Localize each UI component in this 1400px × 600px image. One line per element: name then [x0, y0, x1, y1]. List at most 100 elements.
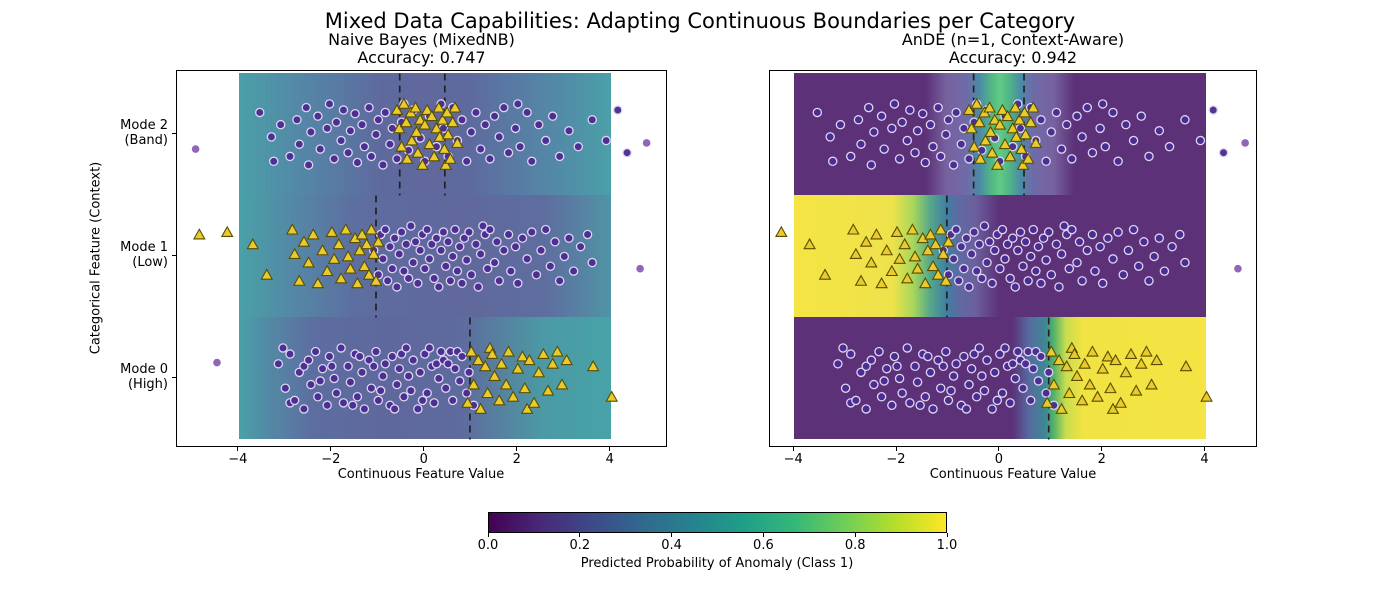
- anomaly-point: [846, 223, 860, 235]
- normal-point: [989, 245, 1000, 256]
- normal-point: [1041, 255, 1051, 265]
- normal-point: [389, 404, 400, 414]
- normal-point: [394, 249, 405, 259]
- anomaly-point: [358, 259, 371, 272]
- normal-point: [506, 266, 516, 276]
- normal-point: [982, 257, 992, 268]
- normal-point: [969, 227, 979, 237]
- normal-point: [373, 395, 384, 406]
- normal-point: [920, 157, 931, 168]
- normal-point: [1067, 154, 1077, 164]
- anomaly-point: [1104, 381, 1117, 394]
- normal-point: [866, 160, 877, 170]
- normal-point: [1043, 227, 1054, 237]
- normal-point: [961, 233, 972, 243]
- normal-point: [897, 117, 907, 127]
- anomaly-point: [260, 268, 274, 280]
- normal-point: [434, 373, 444, 384]
- normal-point: [255, 107, 265, 118]
- anomaly-point: [849, 247, 863, 259]
- normal-point: [1082, 102, 1093, 113]
- normal-point: [313, 111, 323, 121]
- normal-point: [554, 276, 565, 286]
- normal-point: [415, 245, 425, 256]
- normal-point: [881, 363, 892, 374]
- x-tick-mark: [998, 447, 1000, 451]
- anomaly-point: [390, 103, 404, 115]
- normal-point: [438, 227, 449, 237]
- anomaly-point: [418, 118, 432, 130]
- normal-point: [1113, 227, 1123, 237]
- normal-point: [966, 363, 977, 374]
- x-tick-label: −2: [321, 452, 341, 467]
- normal-point: [454, 376, 465, 386]
- anomaly-point: [875, 276, 888, 289]
- anomaly-point: [859, 235, 873, 247]
- anomaly-point: [890, 225, 904, 237]
- normal-point: [1121, 119, 1131, 130]
- anomaly-point: [1075, 394, 1089, 406]
- normal-point: [1154, 126, 1165, 136]
- x-tick-mark: [609, 447, 611, 451]
- anomaly-point: [285, 223, 299, 235]
- normal-point: [280, 383, 291, 393]
- colorbar-tick-label: 1.0: [936, 538, 958, 553]
- normal-point: [359, 404, 370, 414]
- normal-point: [420, 263, 430, 274]
- normal-point: [422, 388, 432, 398]
- normal-point: [853, 115, 864, 125]
- anomaly-point: [1068, 347, 1081, 360]
- anomaly-point: [320, 264, 334, 277]
- normal-point: [1051, 239, 1062, 249]
- normal-point: [1007, 233, 1018, 243]
- y-tick-mark: [172, 376, 176, 378]
- normal-point: [1033, 376, 1044, 386]
- anomaly-point: [532, 366, 546, 378]
- normal-point: [513, 278, 523, 289]
- normal-point: [392, 282, 402, 292]
- normal-point: [329, 154, 339, 164]
- anomaly-point: [369, 274, 383, 286]
- normal-point: [1028, 224, 1039, 235]
- normal-point: [357, 367, 367, 378]
- normal-point: [964, 282, 974, 292]
- normal-point: [408, 257, 418, 268]
- normal-point: [1167, 241, 1177, 252]
- normal-point: [1041, 156, 1051, 167]
- normal-point: [892, 361, 902, 372]
- anomaly-point: [495, 357, 508, 369]
- anomaly-point: [1040, 396, 1054, 408]
- scatter-layer: [774, 73, 1249, 440]
- normal-point: [457, 351, 467, 362]
- prob-mesh-band-mode2: [238, 73, 611, 196]
- anomaly-point: [803, 237, 816, 250]
- anomaly-point: [192, 228, 206, 240]
- anomaly-point: [400, 152, 414, 164]
- anomaly-point: [1124, 347, 1138, 360]
- normal-point: [1064, 263, 1075, 274]
- anomaly-point: [1044, 345, 1058, 357]
- anomaly-point: [520, 402, 534, 414]
- normal-point: [887, 123, 897, 134]
- normal-point: [925, 119, 936, 130]
- normal-point: [457, 115, 467, 125]
- normal-point: [941, 346, 951, 357]
- anomaly-point: [1006, 122, 1020, 134]
- normal-point: [861, 404, 871, 414]
- anomaly-point: [1150, 353, 1164, 366]
- normal-point: [1038, 233, 1049, 243]
- anomaly-point: [288, 247, 301, 259]
- anomaly-point: [441, 128, 455, 140]
- normal-point: [902, 135, 913, 146]
- y-tick-label-line2: (High): [127, 377, 168, 393]
- anomaly-point: [339, 223, 353, 235]
- anomaly-point: [972, 115, 986, 128]
- normal-point: [587, 257, 597, 268]
- normal-point: [410, 237, 421, 247]
- normal-point: [350, 108, 360, 119]
- normal-point: [1180, 115, 1190, 125]
- normal-point: [1023, 346, 1033, 357]
- normal-point: [399, 392, 409, 402]
- anomaly-point: [1024, 115, 1038, 128]
- outlier-point: [1234, 264, 1242, 273]
